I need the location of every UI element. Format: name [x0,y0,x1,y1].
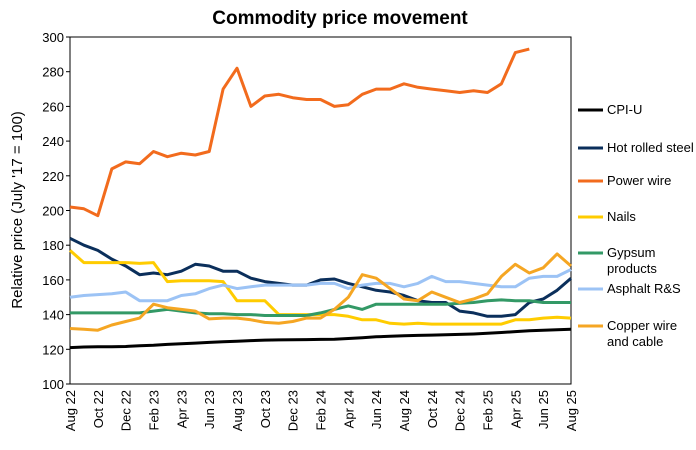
y-tick-label: 100 [42,377,64,392]
x-tick-label: Jun 25 [536,390,551,429]
series-line [69,327,572,350]
x-tick-label: Feb 24 [314,390,329,430]
y-tick-label: 260 [42,99,64,114]
legend-label: Power wire [607,173,672,188]
x-tick-label: Dec 24 [453,390,468,431]
y-tick-label: 160 [42,273,64,288]
y-tick-label: 280 [42,65,64,80]
x-tick-label: Apr 23 [174,390,189,428]
x-tick-label: Aug 24 [397,390,412,431]
y-tick-label: 300 [42,30,64,45]
x-tick-label: Feb 23 [147,390,162,430]
series-line [69,47,530,218]
x-tick-label: Dec 23 [286,390,301,431]
x-tick-label: Aug 25 [564,390,579,431]
series-line [70,298,571,317]
series-line [69,252,572,332]
y-tick-label: 200 [42,204,64,219]
legend-label: Asphalt R&S [607,281,681,296]
legend-label: Hot rolled steel [607,140,694,155]
legend-label: CPI-U [607,102,643,117]
y-tick-label: 220 [42,169,64,184]
y-tick-label: 120 [42,342,64,357]
x-tick-label: Apr 25 [508,390,523,428]
legend-label: Gypsum products [607,245,657,276]
x-tick-label: Oct 23 [258,390,273,428]
x-tick-label: Apr 24 [341,390,356,428]
x-tick-label: Aug 22 [63,390,78,431]
x-tick-label: Jun 24 [369,390,384,429]
x-tick-label: Jun 23 [202,390,217,429]
series-line [69,268,572,303]
x-tick-label: Feb 25 [481,390,496,430]
x-tick-label: Oct 24 [425,390,440,428]
legend-label: Copper wire and cable [607,318,678,349]
y-tick-label: 180 [42,238,64,253]
y-tick-label: 140 [42,308,64,323]
x-tick-label: Oct 22 [91,390,106,428]
series-line [69,236,572,318]
chart-title: Commodity price movement [212,8,468,29]
series-line [69,249,572,326]
x-tick-label: Aug 23 [230,390,245,431]
x-tick-label: Dec 22 [119,390,134,431]
y-axis-label: Relative price (July '17 = 100) [9,111,26,309]
y-tick-label: 240 [42,134,64,149]
legend-label: Nails [607,209,636,224]
